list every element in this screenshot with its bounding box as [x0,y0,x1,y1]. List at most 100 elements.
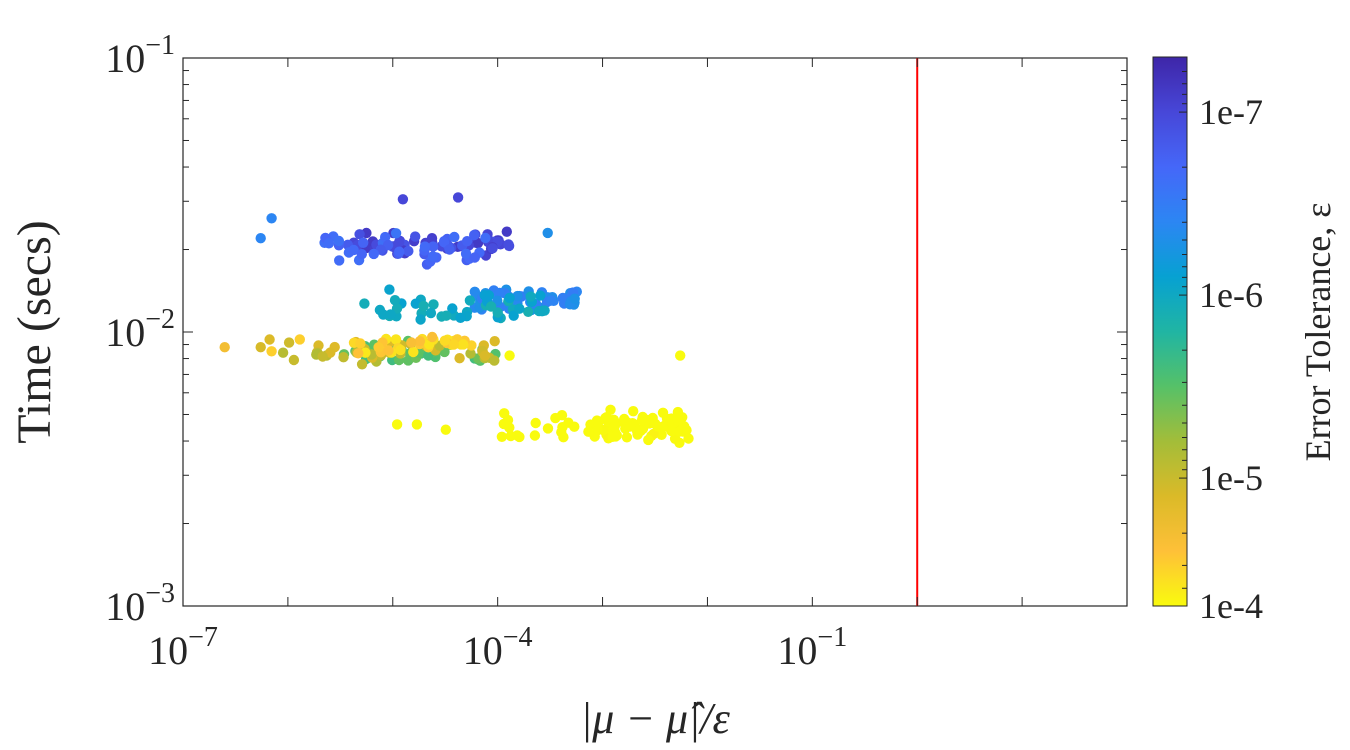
data-point [338,352,349,363]
data-point [508,310,519,321]
colorbar-gradient [1152,56,1188,607]
data-point [545,295,557,306]
data-point [605,404,616,415]
data-point [255,342,266,353]
data-point [356,359,368,370]
data-point [411,419,423,430]
data-point [414,336,426,347]
data-point [496,431,508,442]
data-point [557,292,569,304]
data-point [675,350,686,361]
plot-area [182,57,1128,607]
data-point [454,353,465,364]
data-point [656,429,667,440]
x-axis-title: |μ − μ̂|/ε [580,694,730,743]
data-point [356,249,367,260]
data-point [542,423,554,434]
data-point [348,244,359,256]
data-point [487,243,498,254]
data-point [542,227,553,239]
data-point [410,298,421,309]
data-point [418,300,429,312]
data-point [530,417,541,429]
data-point [333,235,345,247]
data-point [354,229,365,240]
data-point [355,338,366,349]
data-point [264,334,275,345]
data-points [219,192,694,448]
data-point [501,226,512,237]
data-point [465,348,476,359]
y-tick-label: 10−3 [105,578,175,629]
data-point [447,303,458,314]
data-point [394,246,405,257]
data-point [283,337,295,348]
data-point [672,415,684,426]
data-point [472,237,484,249]
data-point [383,345,394,356]
data-point [368,248,379,260]
colorbar-tick-label: 1e-4 [1199,586,1263,626]
data-point [359,298,370,309]
data-point [294,334,305,345]
data-point [428,299,439,310]
data-point [535,290,546,301]
data-point [469,252,480,263]
colorbar-tick-label: 1e-6 [1199,275,1263,315]
data-point [489,336,500,347]
data-point [441,310,452,321]
data-point [563,417,574,428]
data-point [492,307,503,318]
data-point [444,244,455,255]
colorbar: 1e-7 1e-6 1e-5 1e-4 [1152,56,1263,626]
data-point [427,331,438,343]
data-point [683,433,694,444]
data-point [390,228,402,239]
data-point [569,293,580,304]
data-point [461,236,473,247]
x-tick-label: 10−1 [777,622,847,673]
data-point [621,432,633,443]
y-axis-title: Time (secs) [8,220,61,444]
y-tick-label: 10−1 [105,30,175,81]
data-point [266,213,277,224]
data-point [427,241,439,252]
data-point [373,342,384,353]
data-point [611,430,622,441]
data-point [323,238,335,249]
data-point [464,295,476,306]
data-point [385,309,396,320]
data-point [666,425,677,437]
data-point [425,307,437,319]
data-point [504,350,515,361]
data-point [643,434,654,446]
colorbar-tick-label: 1e-7 [1199,92,1263,132]
data-point [502,414,514,426]
data-point [556,410,568,421]
data-point [449,231,460,243]
data-point [504,292,515,304]
data-point [358,237,369,248]
data-point [523,306,534,317]
data-point [403,245,414,257]
data-point [277,347,289,358]
x-tick-label: 10−7 [148,622,218,673]
x-tick-label: 10−4 [463,622,533,673]
data-point [525,291,536,302]
data-point [452,192,464,203]
data-point [378,309,389,320]
data-point [389,295,401,306]
colorbar-label: Error Tolerance, ε [1298,203,1338,462]
data-point [410,231,421,242]
data-point [448,339,460,350]
data-point [255,233,266,244]
data-point [536,306,548,317]
data-point [334,255,345,266]
data-point [380,231,391,243]
data-point [485,301,497,312]
data-point [514,431,525,443]
data-point [529,430,541,441]
data-point [353,348,364,359]
data-point [317,351,328,362]
